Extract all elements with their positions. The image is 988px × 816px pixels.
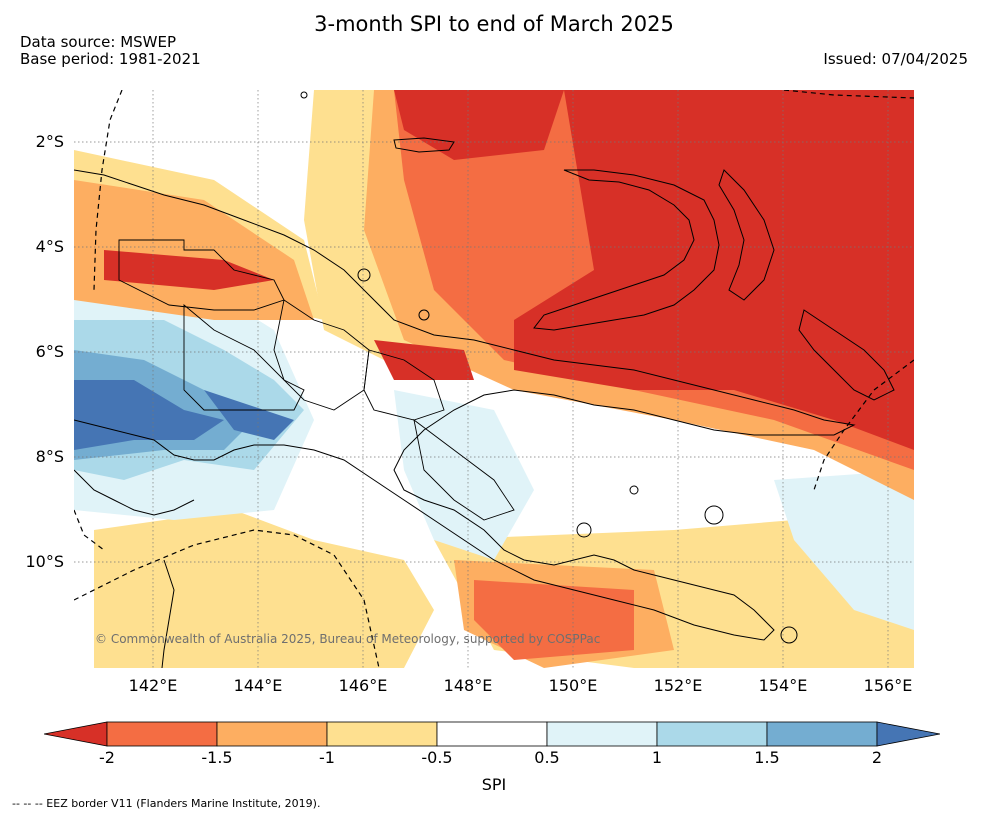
spi-zone-red xyxy=(374,340,474,380)
eez-west xyxy=(93,90,123,291)
island xyxy=(300,91,308,99)
new-guinea-coast xyxy=(74,169,856,641)
new-ireland-coast xyxy=(718,169,775,301)
lon-label: 150°E xyxy=(548,676,598,695)
eez-south xyxy=(74,529,380,668)
spi-zone-red xyxy=(104,250,274,290)
map-title: 3-month SPI to end of March 2025 xyxy=(314,12,674,36)
spi-zone-dark-blue xyxy=(204,390,294,440)
cape-york-coast xyxy=(161,559,175,668)
island xyxy=(576,522,592,538)
lat-label: 8°S xyxy=(35,447,64,466)
bougainville-coast xyxy=(798,309,895,401)
spi-zone-light-yellow xyxy=(94,510,434,668)
lat-label: 10°S xyxy=(25,552,64,571)
base-period: Base period: 1981-2021 xyxy=(20,50,201,68)
island xyxy=(780,626,798,644)
eez-borders xyxy=(74,90,914,668)
source-info: Data source: MSWEP Base period: 1981-202… xyxy=(20,34,201,68)
island xyxy=(357,268,371,282)
lon-label: 148°E xyxy=(443,676,493,695)
colorbar-segment xyxy=(656,721,768,747)
colorbar-extend-high xyxy=(876,721,940,747)
colorbar-segment xyxy=(546,721,658,747)
colorbar-segment xyxy=(216,721,328,747)
issued-date: Issued: 07/04/2025 xyxy=(823,50,968,68)
colorbar-segment xyxy=(106,721,218,747)
colorbar-segment xyxy=(326,721,438,747)
eez-note: -- -- -- EEZ border V11 (Flanders Marine… xyxy=(12,797,321,810)
copyright-note: © Commonwealth of Australia 2025, Bureau… xyxy=(95,632,601,646)
eez-east xyxy=(813,359,914,491)
spi-zone-light-blue xyxy=(394,390,534,560)
colorbar-tick: 1.5 xyxy=(754,748,780,767)
spi-colorbar xyxy=(44,721,940,747)
spi-map xyxy=(74,90,914,668)
spi-zone-dark-blue xyxy=(74,380,224,450)
lon-label: 154°E xyxy=(758,676,808,695)
island xyxy=(418,309,430,321)
colorbar-label: SPI xyxy=(481,775,507,794)
lon-label: 146°E xyxy=(338,676,388,695)
eez-north xyxy=(783,90,914,99)
colorbar-tick: -2 xyxy=(99,748,115,767)
province-borders xyxy=(118,239,515,521)
colorbar-extend-low xyxy=(44,721,108,747)
lat-label: 6°S xyxy=(35,342,64,361)
coastlines xyxy=(74,91,895,668)
colorbar-tick: -1 xyxy=(319,748,335,767)
lon-label: 144°E xyxy=(233,676,283,695)
new-britain-coast xyxy=(533,169,720,331)
data-source: Data source: MSWEP xyxy=(20,33,177,51)
island xyxy=(704,505,724,525)
manus-island-coast xyxy=(393,137,455,153)
colorbar-segment xyxy=(436,721,548,747)
lon-label: 152°E xyxy=(653,676,703,695)
colorbar-tick: -1.5 xyxy=(201,748,233,767)
colorbar-tick: 0.5 xyxy=(534,748,560,767)
island xyxy=(629,485,639,495)
spi-zone-dark-orange xyxy=(474,580,634,660)
spi-zone-light-blue xyxy=(774,470,914,630)
south-coast xyxy=(74,469,195,516)
lon-label: 142°E xyxy=(128,676,178,695)
lon-label: 156°E xyxy=(863,676,913,695)
colorbar-tick: 1 xyxy=(651,748,663,767)
spi-zone-red xyxy=(394,90,564,160)
colorbar-tick: 2 xyxy=(871,748,883,767)
colorbar-tick: -0.5 xyxy=(421,748,453,767)
colorbar-segment xyxy=(766,721,878,747)
lat-label: 2°S xyxy=(35,132,64,151)
lat-label: 4°S xyxy=(35,237,64,256)
